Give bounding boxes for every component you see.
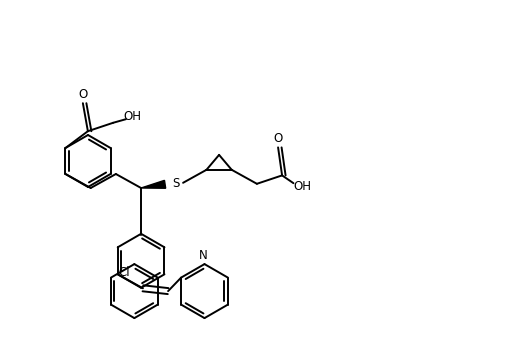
Text: OH: OH xyxy=(123,110,141,123)
Text: N: N xyxy=(199,248,208,262)
Text: O: O xyxy=(78,88,87,101)
Text: S: S xyxy=(172,177,180,190)
Polygon shape xyxy=(141,180,165,188)
Text: Cl: Cl xyxy=(118,266,130,279)
Text: OH: OH xyxy=(294,180,311,193)
Text: O: O xyxy=(273,132,282,145)
